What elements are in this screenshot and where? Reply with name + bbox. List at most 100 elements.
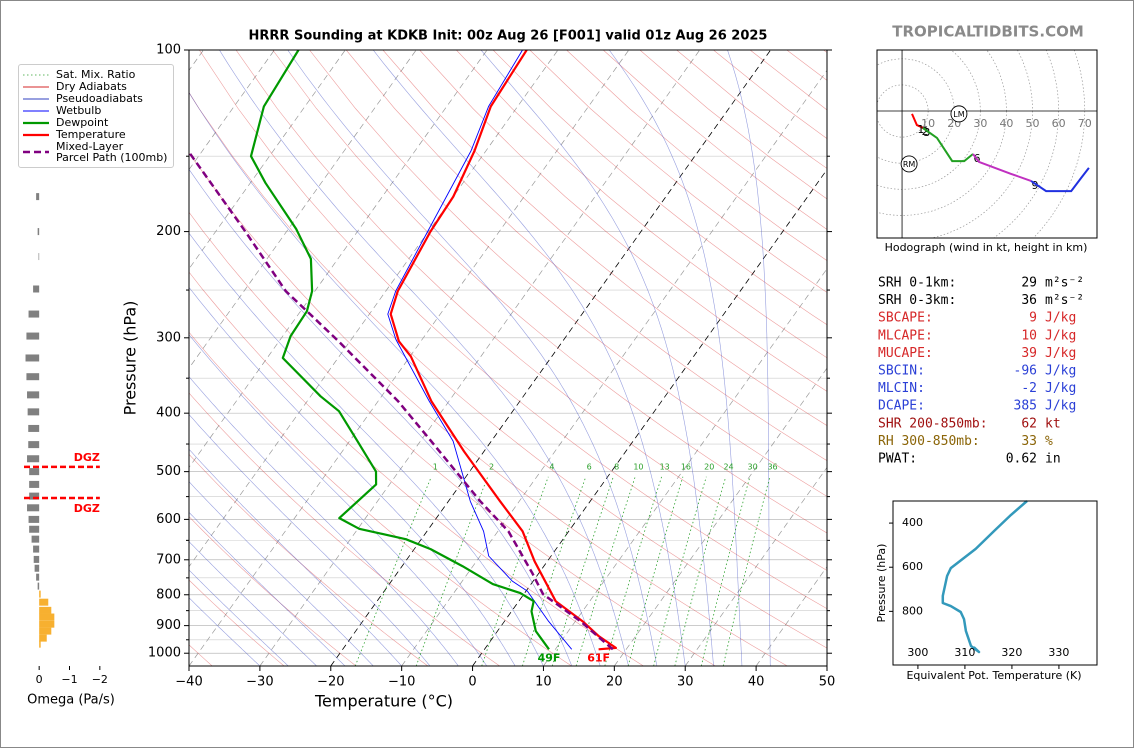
pseudoadiabat [189,414,431,666]
isotherm [826,665,827,666]
legend-label: Mixed-Layer Parcel Path (100mb) [56,140,168,164]
isotherm [755,566,827,666]
y-tick-label: 600 [156,512,181,527]
pseudoadiabat [189,569,289,666]
omega-bar [33,555,40,563]
legend-entry: Wetbulb [21,105,171,116]
index-label: SRH 0-1km: [878,276,956,291]
omega-bar [29,480,40,488]
mixing-ratio-line [722,476,771,666]
isotherm [189,50,488,469]
legend-label: Pseudoadiabats [56,92,143,105]
y-axis-label: Pressure (hPa) [121,301,140,416]
pseudoadiabat [727,50,771,666]
y-tick-label: 800 [156,587,181,602]
index-label: PWAT: [878,452,917,467]
omega-bar [33,545,40,553]
surface-label: 61F [587,651,610,664]
pseudoadiabat [287,50,658,666]
index-label: SRH 0-3km: [878,293,956,308]
y-tick-label: 600 [902,560,923,573]
dry-adiabat [345,50,827,461]
index-unit: % [1045,434,1053,449]
index-value: 36 [1021,293,1037,308]
mixing-ratio-label: 24 [723,463,733,472]
index-unit: m²s⁻² [1045,276,1084,291]
dry-adiabat [199,50,827,610]
index-value: -2 [1021,381,1037,396]
x-tick-label: −1 [61,673,77,686]
index-value: 62 [1021,416,1037,431]
index-unit: m²s⁻² [1045,293,1084,308]
y-tick-label: 400 [156,406,181,421]
mixing-ratio-label: 13 [660,463,670,472]
dry-adiabat [529,50,827,293]
isotherm [259,50,700,666]
dry-adiabat [189,271,644,666]
omega-bar [29,492,40,500]
y-tick-label: 900 [156,618,181,633]
legend-entry: Pseudoadiabats [21,93,171,104]
hodograph-caption: Hodograph (wind in kt, height in km) [885,241,1088,254]
profile-line [189,150,614,651]
x-axis-label: Temperature (°C) [314,692,453,711]
y-tick-label: 1000 [148,646,181,661]
dgz-label: DGZ [74,451,100,464]
legend-label: Dry Adiabats [56,80,127,93]
omega-axis-label: Omega (Pa/s) [27,693,115,708]
omega-bar [39,620,55,628]
index-value: 10 [1021,328,1037,343]
profile-line [389,50,617,651]
dry-adiabat [382,50,827,426]
dry-adiabat [272,50,827,534]
storm-motion-label: LM [953,110,964,119]
dry-adiabat [189,152,788,666]
x-tick-label: 20 [606,675,623,690]
omega-bar [33,285,40,293]
omega-bar [36,193,40,201]
ring-label: 30 [973,117,987,130]
omega-bar [27,408,40,416]
legend-swatch [23,86,49,87]
mixing-ratio-line [522,476,587,666]
mixing-ratio-label: 16 [681,463,691,472]
mixing-ratio-line [551,476,614,666]
index-value: 0.62 [1006,452,1037,467]
pseudoadiabat [189,448,402,666]
thetae-x-label: Equivalent Pot. Temperature (K) [906,669,1081,682]
mixing-ratio-line [354,476,432,666]
x-tick-label: −30 [246,675,273,690]
mixing-ratio-label: 36 [767,463,777,472]
legend-label: Temperature [56,128,126,141]
mixing-ratio-label: 6 [587,463,592,472]
pseudoadiabat [189,541,317,666]
dry-adiabat [189,392,500,666]
dry-adiabat [786,50,827,81]
index-value: 9 [1029,311,1037,326]
omega-bar [28,424,40,432]
ring-label: 60 [1052,117,1066,130]
dry-adiabat [823,50,827,53]
omega-bar [29,468,40,476]
x-tick-label: 0 [468,675,476,690]
hodograph-line [922,127,974,163]
pseudoadiabat [189,597,261,666]
y-tick-label: 100 [156,43,181,58]
height-label: 9 [1031,179,1038,192]
omega-bar [39,590,41,598]
isotherm [189,50,559,568]
legend-swatch [23,133,49,136]
highlighted-isotherm [330,50,771,666]
x-tick-label: 320 [1001,646,1022,659]
index-label: SBCAPE: [878,311,933,326]
watermark: TROPICALTIDBITS.COM [892,23,1084,41]
index-unit: J/kg [1045,381,1076,396]
legend-label: Dewpoint [56,116,109,129]
y-tick-label: 200 [156,224,181,239]
plot-area [189,50,827,666]
legend-label: Wetbulb [56,104,102,117]
omega-bar [39,627,52,635]
x-tick-label: 40 [748,675,765,690]
dry-adiabat [419,50,827,392]
